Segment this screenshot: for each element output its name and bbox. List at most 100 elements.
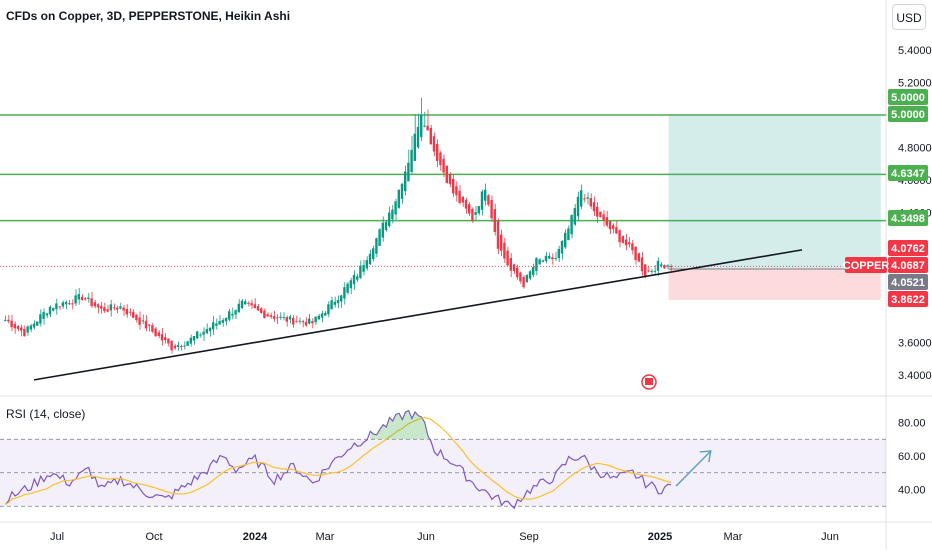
candle-body — [23, 329, 26, 337]
candle-135 — [436, 139, 439, 168]
price-tag-text: 5.0000 — [891, 92, 925, 104]
candle-body — [420, 114, 423, 138]
price-tag-bg — [888, 291, 928, 307]
candle-body — [333, 301, 336, 305]
candle-102 — [330, 296, 333, 310]
candle-body — [621, 236, 624, 243]
candle-171 — [551, 253, 554, 265]
candle-2 — [10, 314, 13, 332]
candle-body — [96, 304, 100, 308]
candle-body — [148, 324, 151, 326]
candle-14 — [48, 305, 52, 317]
candle-113 — [365, 256, 368, 271]
candle-body — [39, 314, 42, 324]
candle-202 — [650, 268, 653, 274]
candle-body — [544, 255, 548, 262]
candle-23 — [77, 288, 80, 305]
candle-154 — [496, 218, 500, 255]
candle-36 — [119, 302, 122, 310]
candle-body — [320, 313, 324, 318]
candle-body — [244, 301, 247, 305]
candle-195 — [628, 237, 631, 248]
candle-51 — [167, 338, 170, 347]
x-tick-label: Mar — [724, 531, 743, 543]
symbol-tag: COPPER — [843, 257, 889, 273]
rsi-tick-label: 40.00 — [898, 485, 926, 497]
candle-body — [410, 149, 413, 173]
candle-146 — [471, 207, 474, 223]
candle-142 — [458, 185, 461, 205]
candle-body — [298, 320, 301, 322]
candle-143 — [461, 195, 464, 207]
candle-body — [279, 316, 282, 318]
candle-158 — [509, 252, 512, 278]
candle-body — [26, 326, 29, 333]
price-tag-text: 5.0000 — [891, 109, 925, 121]
candle-body — [167, 338, 170, 344]
candle-body — [352, 274, 356, 285]
candle-body — [196, 331, 199, 339]
candle-body — [506, 250, 509, 266]
candle-45 — [148, 323, 151, 332]
candle-body — [183, 345, 186, 347]
candle-95 — [308, 313, 311, 325]
candle-31 — [103, 302, 106, 314]
candle-44 — [144, 315, 148, 332]
candle-69 — [224, 317, 228, 326]
candle-body — [170, 341, 173, 351]
trend-line — [33, 249, 803, 381]
candle-body — [500, 234, 503, 251]
candle-body — [116, 307, 119, 310]
candle-123 — [397, 189, 400, 209]
candle-body — [612, 225, 615, 229]
candle-35 — [116, 305, 119, 314]
candle-body — [330, 300, 333, 310]
candle-103 — [333, 296, 336, 308]
candle-body — [314, 316, 317, 323]
candle-8 — [29, 323, 32, 333]
candle-184 — [592, 196, 596, 216]
currency-button[interactable]: USD — [892, 4, 926, 30]
candle-87 — [282, 312, 285, 321]
candle-body — [426, 125, 429, 131]
candle-82 — [266, 312, 269, 317]
candle-127 — [410, 135, 413, 174]
candle-61 — [199, 332, 202, 338]
candle-body — [125, 309, 128, 315]
candle-body — [644, 264, 647, 277]
candle-body — [599, 211, 602, 217]
candle-body — [442, 158, 445, 173]
candle-body — [522, 276, 525, 288]
price-tag-text: 4.0687 — [891, 260, 925, 272]
candle-107 — [346, 282, 349, 295]
candle-203 — [653, 264, 656, 275]
candle-body — [480, 191, 484, 210]
candle-body — [45, 313, 48, 316]
candle-body — [141, 320, 144, 322]
candle-119 — [384, 220, 388, 232]
candle-body — [525, 275, 528, 283]
price-tag-bg — [888, 106, 928, 122]
candle-189 — [608, 220, 612, 235]
candle-157 — [506, 246, 509, 266]
candle-39 — [128, 308, 132, 316]
candle-26 — [87, 292, 90, 303]
candle-166 — [535, 257, 538, 276]
candle-186 — [599, 211, 602, 218]
candle-208 — [669, 264, 672, 271]
candle-162 — [522, 275, 525, 289]
candle-151 — [487, 193, 490, 207]
candle-105 — [340, 294, 343, 308]
candle-147 — [474, 206, 477, 222]
candle-144 — [464, 197, 468, 214]
candle-body — [32, 323, 36, 328]
candle-122 — [394, 198, 397, 220]
candle-body — [74, 295, 77, 304]
rsi-arrow-head — [699, 450, 712, 463]
candle-body — [164, 337, 167, 340]
candle-84 — [272, 310, 276, 322]
candle-101 — [327, 301, 330, 318]
candle-body — [282, 317, 285, 319]
